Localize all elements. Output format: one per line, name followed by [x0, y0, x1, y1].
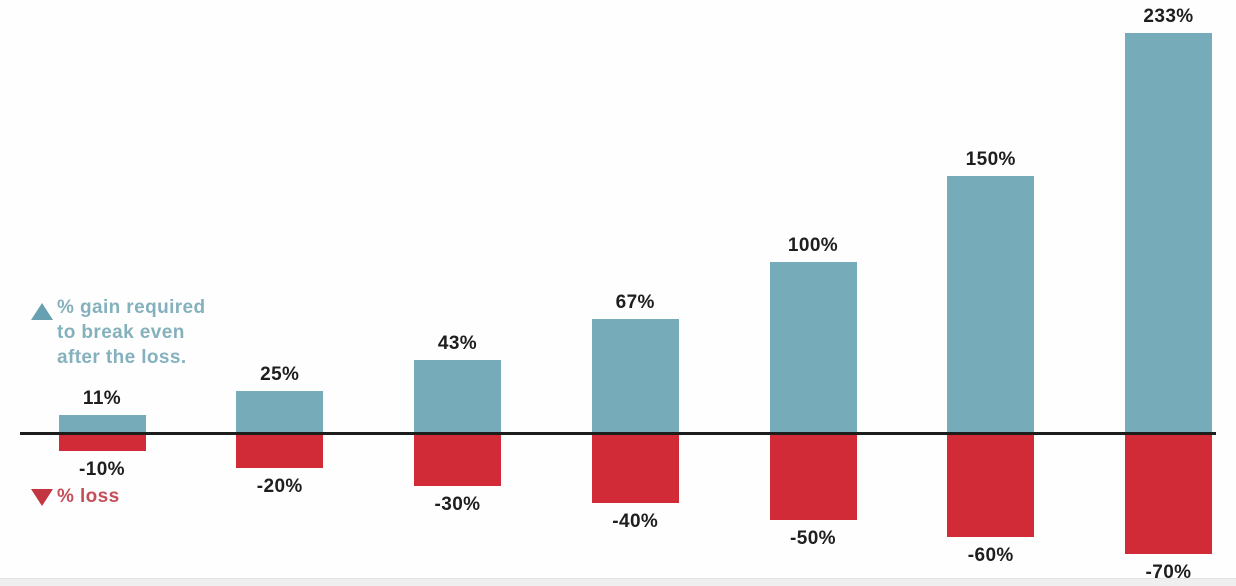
loss-bar	[414, 434, 501, 486]
loss-legend-down-triangle-icon	[31, 489, 53, 506]
loss-bar	[236, 434, 324, 468]
gain-bar	[414, 360, 501, 434]
loss-bar	[591, 434, 679, 503]
gain-value-label: 25%	[260, 364, 300, 385]
gain-bar	[769, 262, 857, 434]
loss-value-label: -20%	[256, 476, 303, 497]
gain-bar	[591, 319, 679, 434]
gain-value-label: 43%	[437, 333, 478, 354]
loss-legend-label: % loss	[57, 486, 120, 507]
gain-bar	[1125, 33, 1212, 434]
gain-bar	[947, 176, 1035, 434]
loss-value-label: -30%	[434, 494, 481, 515]
gain-value-label: 150%	[965, 149, 1016, 170]
loss-value-label: -60%	[967, 545, 1014, 566]
loss-bar	[947, 434, 1035, 537]
loss-value-label: -70%	[1145, 562, 1192, 583]
zero-axis-line	[20, 432, 1216, 435]
loss-value-label: -40%	[612, 511, 659, 532]
bottom-strip	[0, 578, 1236, 586]
gain-legend-up-triangle-icon	[31, 303, 53, 320]
gain-value-label: 233%	[1143, 6, 1194, 27]
loss-bar	[1125, 434, 1212, 554]
gain-legend-label: % gain required to break even after the …	[57, 297, 206, 368]
gain-value-label: 67%	[615, 292, 655, 313]
gain-value-label: 100%	[787, 235, 839, 256]
gain-bar	[58, 415, 146, 434]
loss-bar	[769, 434, 857, 520]
gain-bar	[236, 391, 324, 434]
loss-value-label: -10%	[79, 459, 125, 480]
gain-value-label: 11%	[82, 388, 122, 409]
loss-value-label: -50%	[790, 528, 836, 549]
loss-bar	[58, 434, 146, 451]
